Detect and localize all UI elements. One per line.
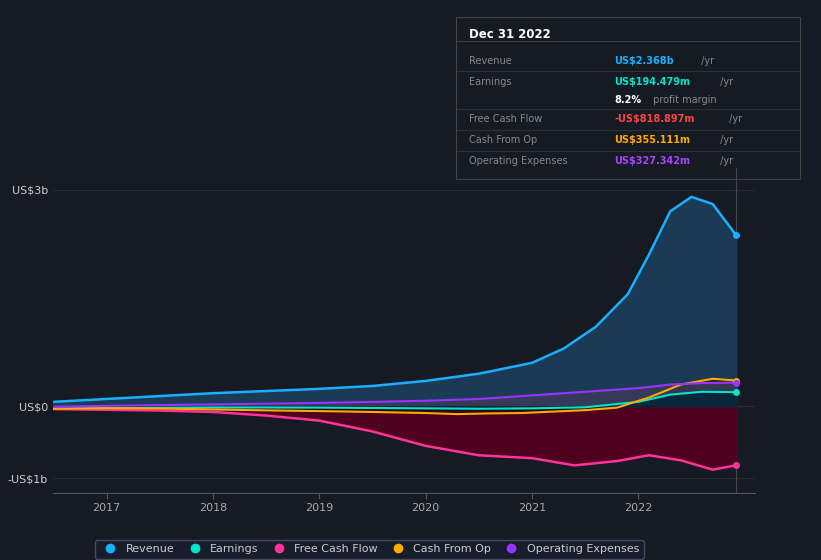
Text: profit margin: profit margin xyxy=(650,95,717,105)
Text: /yr: /yr xyxy=(726,114,742,124)
Text: /yr: /yr xyxy=(717,135,733,145)
Text: Revenue: Revenue xyxy=(470,55,512,66)
Text: Free Cash Flow: Free Cash Flow xyxy=(470,114,543,124)
Text: Cash From Op: Cash From Op xyxy=(470,135,538,145)
Text: US$194.479m: US$194.479m xyxy=(614,77,690,87)
Text: Operating Expenses: Operating Expenses xyxy=(470,156,568,166)
Legend: Revenue, Earnings, Free Cash Flow, Cash From Op, Operating Expenses: Revenue, Earnings, Free Cash Flow, Cash … xyxy=(94,540,644,559)
Text: Earnings: Earnings xyxy=(470,77,512,87)
Text: US$355.111m: US$355.111m xyxy=(614,135,690,145)
Text: 8.2%: 8.2% xyxy=(614,95,641,105)
Text: -US$818.897m: -US$818.897m xyxy=(614,114,695,124)
Text: US$327.342m: US$327.342m xyxy=(614,156,690,166)
Text: US$2.368b: US$2.368b xyxy=(614,55,674,66)
Text: Dec 31 2022: Dec 31 2022 xyxy=(470,28,551,41)
Text: /yr: /yr xyxy=(698,55,714,66)
Text: /yr: /yr xyxy=(717,156,733,166)
Text: /yr: /yr xyxy=(717,77,733,87)
